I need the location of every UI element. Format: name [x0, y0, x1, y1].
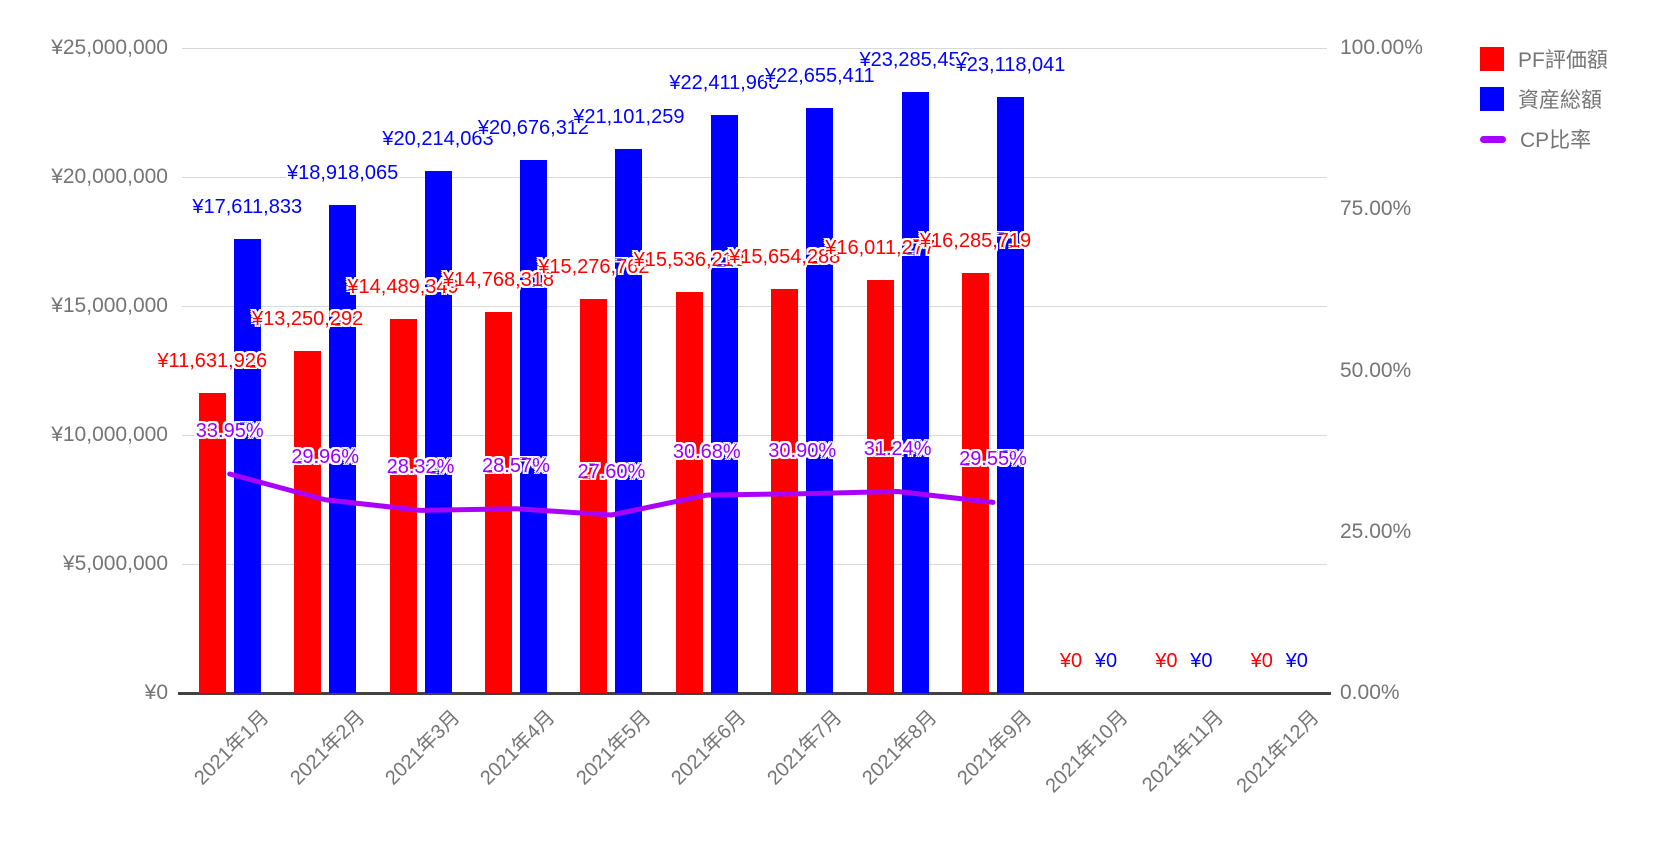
- bar-assets-8[interactable]: [901, 92, 929, 693]
- cp-ratio-label-3: 28.32%: [386, 456, 455, 479]
- bar-pf-7[interactable]: [771, 289, 799, 693]
- cp-ratio-label-6: 30.68%: [672, 441, 741, 464]
- cp-ratio-label-2: 29.96%: [291, 445, 360, 468]
- right-axis-tick: 50.00%: [1340, 358, 1412, 382]
- x-axis-label-7: 2021年7月: [762, 706, 847, 790]
- value-label-pf-11: ¥0: [1155, 650, 1178, 672]
- bar-assets-6[interactable]: [710, 114, 738, 693]
- value-label-pf-2: ¥13,250,292: [252, 308, 364, 331]
- value-label-assets-3: ¥20,214,063: [382, 128, 494, 151]
- value-label-assets-6: ¥22,411,966: [669, 71, 780, 94]
- x-axis-label-10: 2021年10月: [1041, 706, 1133, 798]
- bar-assets-4[interactable]: [519, 159, 547, 693]
- left-axis-tick: ¥20,000,000: [51, 165, 168, 188]
- bar-pf-1[interactable]: [198, 392, 226, 693]
- bar-assets-1[interactable]: [233, 238, 261, 693]
- left-axis-tick: ¥15,000,000: [51, 294, 168, 317]
- value-label-assets-10: ¥0: [1094, 650, 1118, 672]
- legend-label: 資産総額: [1518, 89, 1602, 112]
- legend-label: PF評価額: [1518, 49, 1608, 72]
- value-label-assets-1: ¥17,611,833: [192, 195, 303, 218]
- legend-item-assets[interactable]: 資産総額: [1480, 84, 1602, 114]
- left-axis-tick: ¥5,000,000: [62, 552, 168, 575]
- value-label-assets-2: ¥18,918,065: [287, 161, 399, 184]
- gridline: [182, 564, 1327, 565]
- x-axis-label-1: 2021年1月: [190, 706, 274, 790]
- x-axis-line: [178, 692, 1331, 695]
- bar-pf-3[interactable]: [389, 319, 417, 693]
- value-label-pf-8: ¥16,011,277: [825, 236, 935, 259]
- x-axis-label-2: 2021年2月: [285, 706, 369, 790]
- legend-label: CP比率: [1520, 129, 1592, 152]
- x-axis-label-12: 2021年12月: [1232, 706, 1324, 798]
- value-label-assets-11: ¥0: [1190, 650, 1213, 672]
- gridline: [182, 306, 1327, 307]
- right-axis-tick: 100.00%: [1340, 36, 1423, 59]
- left-axis-tick: ¥10,000,000: [51, 423, 168, 446]
- value-label-assets-12: ¥0: [1285, 650, 1308, 672]
- value-label-assets-5: ¥21,101,259: [573, 105, 685, 128]
- value-label-pf-3: ¥14,489,349: [347, 276, 459, 299]
- x-axis-label-4: 2021年4月: [476, 706, 560, 790]
- bar-assets-3[interactable]: [424, 171, 452, 693]
- left-axis-tick: ¥25,000,000: [51, 36, 168, 59]
- right-axis-tick: 75.00%: [1340, 197, 1412, 221]
- value-label-pf-6: ¥15,536,213: [633, 249, 745, 272]
- gridline: [182, 48, 1327, 49]
- value-label-assets-7: ¥22,655,411: [764, 65, 875, 88]
- value-label-pf-7: ¥15,654,288: [729, 246, 841, 269]
- value-label-pf-9: ¥16,285,719: [919, 229, 1032, 252]
- cp-ratio-label-4: 28.57%: [482, 454, 550, 477]
- cp-ratio-label-5: 27.60%: [577, 460, 646, 483]
- value-label-pf-4: ¥14,768,318: [442, 268, 555, 291]
- right-axis-tick: 25.00%: [1340, 519, 1412, 543]
- legend-item-cp-ratio[interactable]: CP比率: [1480, 124, 1591, 154]
- value-label-pf-1: ¥11,631,926: [157, 349, 268, 372]
- value-label-pf-10: ¥0: [1059, 650, 1083, 672]
- bar-assets-2[interactable]: [329, 204, 357, 693]
- value-label-assets-8: ¥23,285,452: [859, 49, 971, 72]
- value-label-assets-4: ¥20,676,312: [477, 116, 590, 139]
- right-axis-tick: 0.00%: [1340, 681, 1400, 704]
- legend-square-marker: [1480, 87, 1504, 111]
- gridline: [182, 177, 1327, 178]
- legend-line-marker: [1480, 135, 1506, 143]
- x-axis-label-9: 2021年9月: [953, 706, 1037, 790]
- cp-ratio-label-7: 30.90%: [768, 439, 837, 462]
- legend-item-pf[interactable]: PF評価額: [1480, 44, 1608, 74]
- gridline: [182, 435, 1327, 436]
- bar-assets-7[interactable]: [806, 108, 834, 693]
- bar-pf-6[interactable]: [675, 292, 703, 693]
- bar-pf-8[interactable]: [866, 279, 894, 693]
- bar-pf-5[interactable]: [580, 298, 608, 693]
- bar-assets-9[interactable]: [997, 96, 1025, 693]
- cp-ratio-label-8: 31.24%: [863, 437, 932, 460]
- cp-ratio-label-1: 33.95%: [195, 420, 264, 443]
- x-axis-label-6: 2021年6月: [667, 706, 751, 790]
- bar-assets-5[interactable]: [615, 148, 643, 693]
- x-axis-label-8: 2021年8月: [858, 706, 942, 790]
- value-label-pf-12: ¥0: [1250, 650, 1273, 672]
- x-axis-label-5: 2021年5月: [572, 706, 656, 790]
- value-label-assets-9: ¥23,118,041: [955, 53, 1066, 76]
- cp-ratio-label-9: 29.55%: [959, 448, 1027, 471]
- bar-pf-4[interactable]: [484, 311, 512, 693]
- x-axis-label-3: 2021年3月: [381, 706, 465, 790]
- left-axis-tick: ¥0: [144, 681, 168, 704]
- legend-square-marker: [1480, 47, 1504, 71]
- bar-pf-9[interactable]: [962, 272, 990, 693]
- value-label-pf-5: ¥15,276,762: [538, 255, 650, 278]
- bar-pf-2[interactable]: [294, 351, 322, 693]
- x-axis-label-11: 2021年11月: [1137, 706, 1228, 797]
